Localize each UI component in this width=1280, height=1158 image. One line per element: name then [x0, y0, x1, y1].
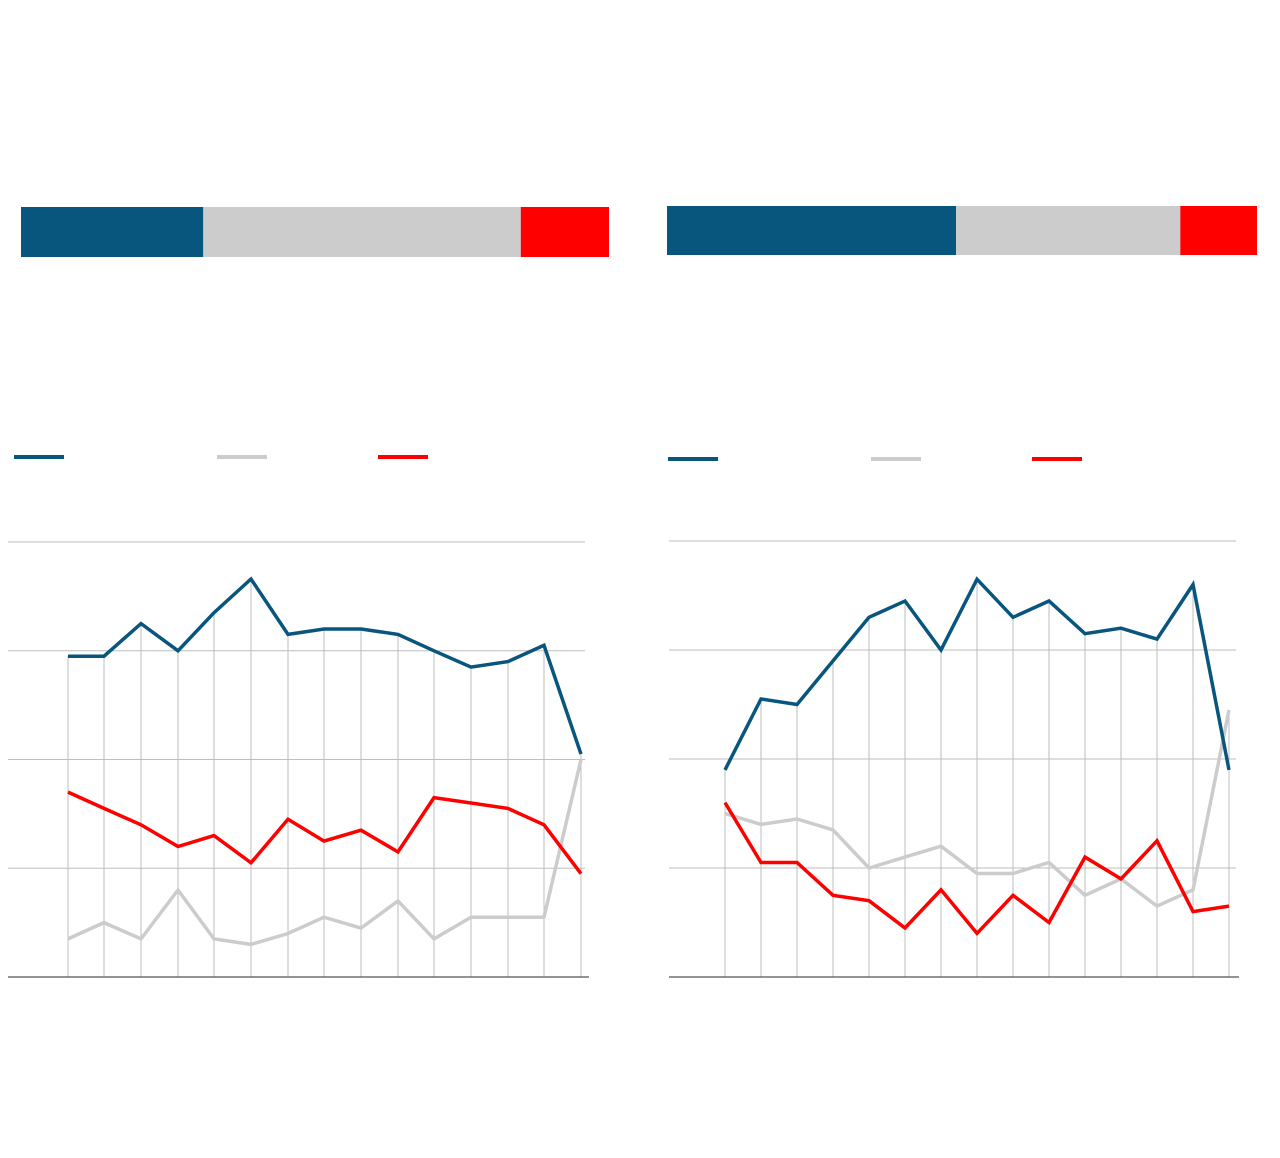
vertical-gridlines	[724, 579, 1230, 977]
bar-segment-2	[956, 206, 1181, 255]
series-line-2	[724, 709, 1231, 909]
bar-segment-3	[520, 207, 609, 257]
stacked-bar-2	[667, 206, 1257, 255]
line-chart-2	[668, 457, 1239, 978]
series-line-1	[68, 576, 583, 755]
horizontal-gridlines	[669, 540, 1236, 869]
series-line-3	[67, 790, 583, 875]
bar-segment-3	[1180, 206, 1257, 255]
series-line-3	[723, 801, 1230, 937]
series-line-2	[67, 759, 583, 947]
horizontal-gridlines	[8, 541, 585, 869]
series-line-1	[723, 576, 1231, 771]
bar-segment-1	[667, 206, 957, 255]
bar-segment-2	[203, 207, 521, 257]
line-chart-1	[8, 455, 589, 978]
bar-segment-1	[21, 207, 204, 257]
stacked-bar-1	[21, 207, 609, 257]
